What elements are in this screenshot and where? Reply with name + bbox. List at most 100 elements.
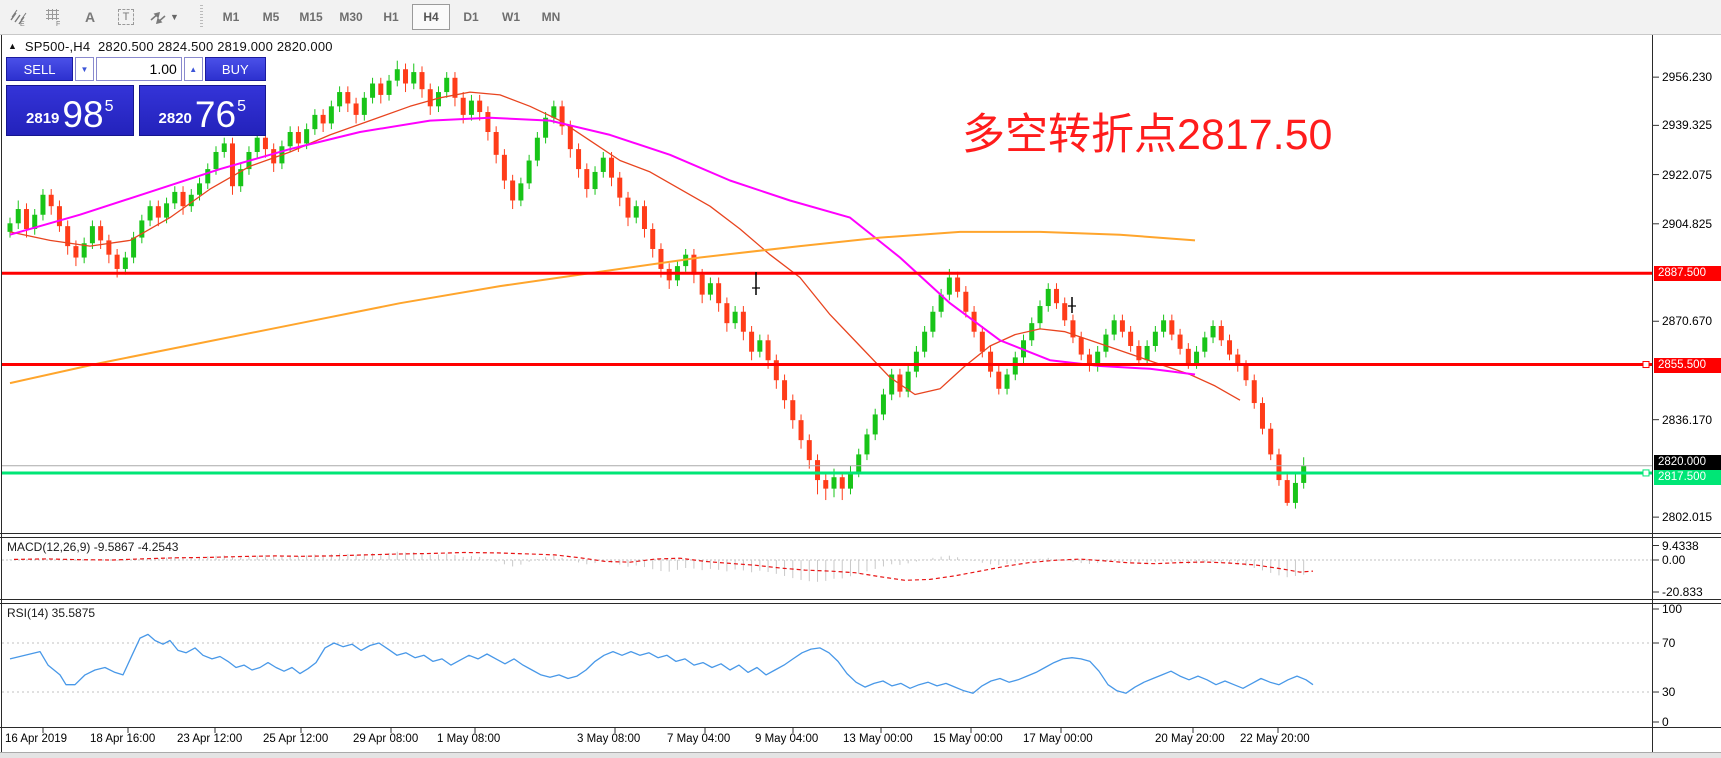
text-annotation-button[interactable]: A	[74, 3, 106, 31]
time-axis-label: 1 May 08:00	[437, 733, 501, 745]
line-handle[interactable]	[1642, 469, 1650, 477]
candle-down	[23, 209, 29, 230]
rsi-label: RSI(14) 35.5875	[7, 606, 96, 620]
candle-up	[600, 157, 606, 172]
candle-up	[1095, 351, 1101, 366]
indicators-icon-button[interactable]: E	[2, 3, 34, 31]
buy-button[interactable]: BUY	[204, 57, 267, 81]
timeframe-button-mn[interactable]: MN	[541, 10, 561, 24]
volume-input[interactable]	[95, 57, 182, 81]
candle-down	[114, 254, 120, 269]
time-axis-label: 23 Apr 12:00	[177, 733, 243, 745]
candle-down	[1053, 288, 1059, 304]
candle-up	[188, 194, 194, 207]
ma-slow-orange[interactable]	[9, 230, 1196, 385]
price-axis-label: 2904.825	[1662, 216, 1713, 231]
volume-increase-button[interactable]: ▲	[183, 57, 203, 81]
candle-down	[1268, 428, 1274, 455]
timeframe-button-h1[interactable]: H1	[383, 10, 399, 24]
candle-up	[1194, 351, 1200, 364]
price-tag-2887.500: 2887.500	[1654, 266, 1721, 282]
candle-up	[435, 92, 441, 107]
price-axis-label: 2836.170	[1662, 412, 1713, 427]
candle-down	[897, 374, 903, 392]
candle-down	[477, 100, 483, 113]
buy-quote-display[interactable]: 2820 76 5	[138, 85, 266, 136]
candle-up	[370, 83, 376, 98]
candle-down	[452, 77, 458, 98]
sell-price-prefix: 2819	[26, 110, 60, 127]
price-tag-2817.500: 2817.500	[1654, 469, 1721, 485]
grid-icon-button[interactable]: F	[38, 3, 70, 31]
candle-down	[823, 480, 829, 489]
candle-up	[1103, 334, 1109, 352]
volume-decrease-button[interactable]: ▼	[75, 57, 94, 81]
candle-down	[584, 169, 590, 190]
candle-up	[732, 311, 738, 324]
candle-up	[1111, 320, 1117, 335]
toolbar-separator	[198, 5, 205, 29]
objects-button[interactable]: ▼	[146, 3, 186, 31]
rsi-line	[9, 633, 1314, 694]
timeframe-button-d1[interactable]: D1	[463, 10, 479, 24]
line-handle[interactable]	[1642, 361, 1650, 369]
candle-down	[271, 149, 277, 164]
timeframe-button-m5[interactable]: M5	[262, 10, 280, 24]
candle-down	[460, 97, 466, 115]
one-click-trading-panel: SELL ▼ ▲ BUY 2819 98 5 2820 76 5	[6, 57, 267, 136]
sell-price-sup: 5	[104, 98, 114, 115]
candle-up	[15, 209, 21, 224]
rsi-axis-label: 0	[1662, 715, 1669, 729]
timeframe-button-m1[interactable]: M1	[222, 10, 240, 24]
text-label-button[interactable]: T	[110, 3, 142, 31]
candlestick-chart-icon: E	[10, 9, 27, 27]
time-axis-label: 18 Apr 16:00	[90, 733, 156, 745]
macd-axis-label: 9.4338	[1662, 538, 1699, 553]
candle-down	[1243, 365, 1249, 381]
candle-down	[295, 132, 301, 144]
candle-down	[1136, 345, 1142, 361]
time-axis-label: 3 May 08:00	[577, 733, 641, 745]
candle-up	[213, 151, 219, 170]
ma-slow-magenta[interactable]	[9, 116, 1196, 376]
candle-down	[73, 246, 79, 258]
candle-up	[312, 114, 318, 130]
price-axis-label: 2922.075	[1662, 167, 1713, 182]
sell-button[interactable]: SELL	[6, 57, 74, 81]
candle-up	[872, 414, 878, 435]
timeframe-button-m30[interactable]: M30	[339, 10, 363, 24]
candle-up	[172, 191, 178, 204]
buy-price-prefix: 2820	[158, 110, 192, 127]
time-axis-label: 29 Apr 08:00	[353, 733, 419, 745]
candle-down	[765, 340, 771, 361]
time-axis-label: 20 May 20:00	[1155, 733, 1225, 745]
candle-down	[345, 92, 351, 104]
timeframe-button-w1[interactable]: W1	[502, 10, 520, 24]
label-t-icon: T	[117, 9, 135, 25]
candle-up	[847, 471, 853, 489]
candle-down	[806, 440, 812, 461]
candle-up	[1161, 320, 1167, 332]
candle-up	[444, 77, 450, 93]
candle-up	[1152, 331, 1158, 346]
candle-down	[1185, 348, 1191, 364]
candle-down	[106, 240, 112, 255]
time-axis-label: 13 May 00:00	[843, 733, 913, 745]
candle-down	[650, 229, 656, 249]
ma-fast[interactable]	[9, 91, 1241, 401]
candle-up	[633, 206, 639, 218]
timeframe-button-m15[interactable]: M15	[299, 10, 323, 24]
macd-axis-label: -20.833	[1662, 584, 1703, 599]
candle-down	[609, 157, 615, 178]
timeframe-button-h4[interactable]: H4	[412, 4, 450, 30]
sell-quote-display[interactable]: 2819 98 5	[6, 85, 134, 136]
candle-up	[526, 160, 532, 184]
candle-down	[798, 420, 804, 441]
candle-up	[1210, 326, 1216, 338]
rsi-axis-label: 70	[1662, 636, 1676, 650]
candle-down	[48, 194, 54, 207]
candle-up	[864, 434, 870, 455]
candle-down	[782, 380, 788, 401]
time-axis-label: 9 May 04:00	[755, 733, 819, 745]
